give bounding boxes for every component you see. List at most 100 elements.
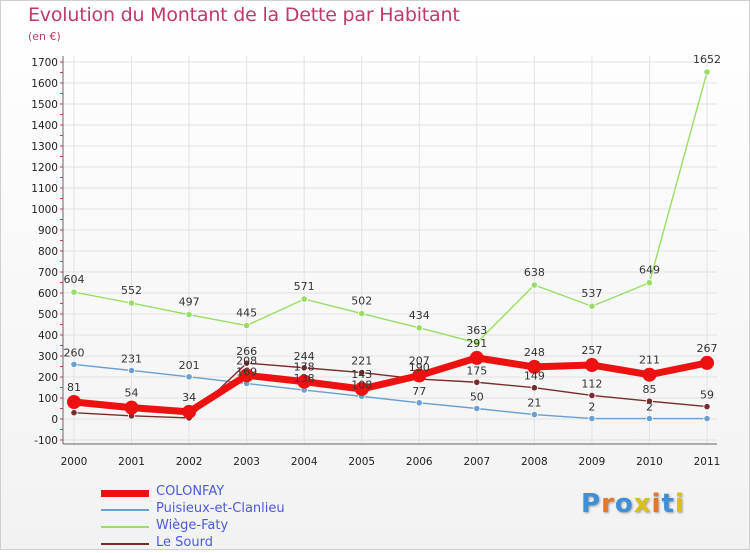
data-label: 54 — [125, 387, 139, 400]
x-tick-label: 2002 — [176, 456, 203, 468]
data-point — [185, 311, 193, 319]
x-tick-label: 2011 — [694, 456, 721, 468]
data-point — [358, 368, 366, 377]
data-point — [527, 359, 542, 374]
data-point — [473, 404, 481, 413]
data-label: 81 — [67, 381, 81, 394]
y-tick-label: 400 — [38, 330, 58, 342]
data-point — [584, 358, 599, 373]
data-label: 497 — [179, 296, 200, 309]
data-label: 502 — [351, 295, 372, 308]
x-tick-label: 2001 — [118, 456, 145, 468]
data-point — [124, 400, 139, 415]
x-tick-label: 2005 — [348, 456, 375, 468]
legend-swatch — [101, 509, 149, 511]
chart-title: Evolution du Montant de la Dette par Hab… — [28, 4, 460, 26]
data-label: 108 — [351, 378, 372, 391]
data-label: 138 — [294, 372, 315, 385]
data-label: 59 — [700, 389, 714, 402]
data-label: 169 — [236, 366, 257, 379]
data-label: 201 — [179, 359, 200, 372]
proxiti-logo: Proxiti — [581, 489, 685, 519]
y-tick-label: 1300 — [31, 141, 58, 153]
data-label: 257 — [581, 344, 602, 357]
y-tick-label: 1700 — [31, 57, 58, 69]
data-point — [588, 302, 596, 310]
logo-letter: o — [614, 489, 634, 519]
y-tick-label: 300 — [38, 351, 58, 363]
data-point — [473, 339, 481, 347]
data-point — [127, 366, 136, 375]
data-label: 266 — [236, 345, 257, 358]
data-label: 77 — [412, 385, 426, 398]
data-point — [127, 299, 136, 307]
y-tick-label: 1200 — [31, 162, 58, 174]
logo-letter: t — [661, 489, 675, 519]
data-label: 50 — [470, 391, 484, 404]
x-tick-label: 2010 — [636, 456, 663, 468]
x-tick-label: 2006 — [406, 456, 433, 468]
data-point — [588, 391, 596, 400]
data-point — [703, 414, 711, 423]
data-point — [297, 374, 312, 389]
x-tick-label: 2009 — [579, 456, 606, 468]
data-label: 231 — [121, 352, 142, 365]
data-label: 149 — [524, 370, 545, 383]
data-point — [703, 68, 711, 76]
y-tick-label: 200 — [38, 372, 58, 384]
data-point — [70, 288, 78, 296]
data-label: 537 — [581, 287, 602, 300]
data-label: 190 — [409, 361, 430, 374]
data-label: 604 — [64, 273, 85, 286]
data-point — [70, 360, 78, 368]
legend-swatch — [101, 543, 149, 545]
data-point — [645, 279, 654, 287]
data-label: 1652 — [693, 53, 721, 66]
legend-swatch — [101, 489, 149, 497]
data-point — [415, 399, 423, 407]
series-line-2 — [73, 71, 708, 344]
data-point — [300, 295, 308, 303]
data-point — [645, 397, 654, 405]
logo-letter: i — [674, 489, 685, 519]
data-point — [185, 373, 193, 381]
data-point — [703, 403, 711, 411]
y-tick-label: 600 — [38, 288, 58, 300]
data-point — [642, 367, 657, 382]
legend-label: Wiège-Faty — [156, 518, 229, 533]
data-label: 267 — [697, 342, 718, 355]
y-tick-label: 1100 — [31, 183, 58, 195]
y-tick-label: -100 — [34, 435, 58, 447]
y-tick-label: 700 — [38, 267, 58, 279]
x-tick-label: 2007 — [463, 456, 490, 468]
y-tick-label: 1600 — [31, 78, 58, 90]
data-label: 143 — [351, 368, 372, 381]
data-label: 552 — [121, 284, 142, 297]
data-point — [300, 364, 308, 372]
logo-letter: r — [601, 489, 615, 519]
legend-label: COLONFAY — [156, 484, 225, 499]
data-point — [239, 368, 254, 383]
y-tick-label: 1400 — [31, 120, 58, 132]
series-line-1 — [73, 363, 707, 420]
data-label: 221 — [351, 355, 372, 368]
data-point — [182, 404, 197, 419]
y-tick-label: 1000 — [31, 204, 58, 216]
data-point — [473, 378, 481, 386]
series-line-3 — [73, 362, 708, 419]
data-label: 21 — [527, 397, 541, 410]
data-point — [530, 281, 538, 289]
data-label: 291 — [466, 337, 487, 350]
legend-swatch — [101, 526, 149, 528]
legend-label: Le Sourd — [156, 535, 213, 550]
logo-letter: i — [651, 489, 662, 519]
logo-letter: x — [633, 489, 652, 519]
y-tick-label: 0 — [51, 414, 58, 426]
y-tick-label: 500 — [38, 309, 58, 321]
x-tick-label: 2008 — [521, 456, 548, 468]
logo-letter: P — [581, 489, 602, 519]
y-tick-label: 1500 — [31, 99, 58, 111]
data-label: 211 — [639, 354, 660, 367]
